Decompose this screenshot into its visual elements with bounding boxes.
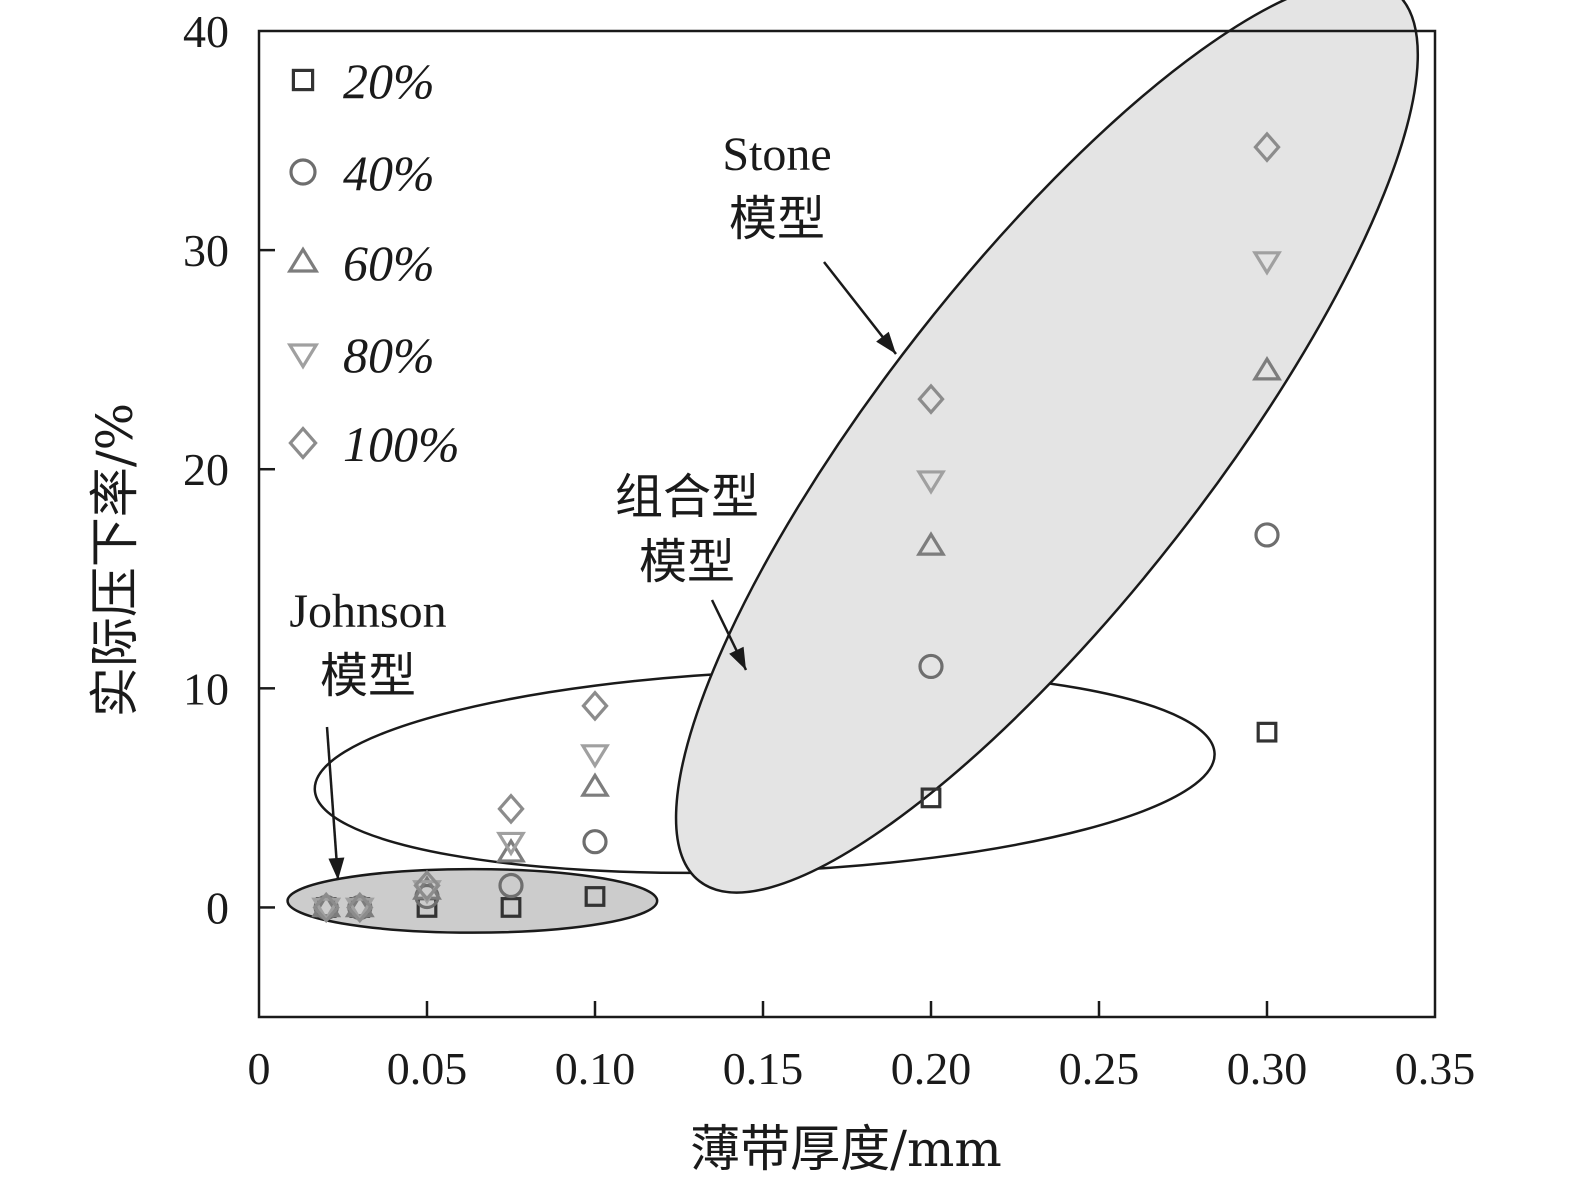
data-point bbox=[312, 891, 340, 924]
annotation-label-stone: Stone 模型 bbox=[722, 128, 897, 355]
data-point bbox=[916, 531, 946, 556]
data-point bbox=[582, 829, 608, 855]
legend-marker bbox=[291, 68, 315, 92]
legend-entry: 80% bbox=[286, 327, 435, 383]
y-tick-label: 20 bbox=[183, 444, 229, 495]
legend-entry: 40% bbox=[289, 145, 435, 201]
legend-label: 40% bbox=[343, 145, 435, 201]
data-point bbox=[581, 690, 609, 722]
data-point bbox=[1254, 522, 1280, 548]
legend-marker bbox=[289, 158, 317, 186]
legend-label: 60% bbox=[343, 235, 435, 291]
plot-area-frame bbox=[257, 29, 1437, 1019]
ellipse-stone bbox=[674, 0, 1420, 894]
annotation-text: Johnson bbox=[289, 585, 446, 638]
data-point bbox=[500, 897, 522, 918]
data-point bbox=[346, 891, 374, 924]
data-point bbox=[580, 744, 610, 769]
annotation-label-johnson: Johnson 模型 bbox=[289, 585, 447, 881]
annotation-johnson bbox=[286, 867, 659, 934]
annotation-text: 组合型 bbox=[615, 471, 759, 524]
data-point bbox=[311, 897, 342, 923]
series-100% bbox=[312, 131, 1281, 924]
data-point bbox=[584, 886, 606, 907]
annotation-arrow-head bbox=[328, 857, 345, 880]
legend: 20% 40% 60% 80% 100% bbox=[286, 53, 460, 472]
data-point bbox=[311, 892, 342, 918]
x-tick-label: 0.30 bbox=[1227, 1043, 1308, 1094]
annotation-text: 模型 bbox=[729, 193, 825, 246]
data-point bbox=[496, 838, 526, 863]
data-point bbox=[344, 897, 375, 923]
data-point bbox=[580, 772, 610, 797]
data-point bbox=[497, 793, 525, 825]
data-point bbox=[918, 653, 944, 680]
series-80% bbox=[311, 251, 1282, 923]
legend-entry: 20% bbox=[291, 53, 435, 109]
data-point bbox=[344, 892, 375, 918]
annotation-arrow-head bbox=[876, 331, 896, 354]
x-tick-label: 0.05 bbox=[387, 1043, 468, 1094]
legend-label: 20% bbox=[343, 53, 435, 109]
legend-label: 100% bbox=[343, 416, 460, 472]
annotation-text: 模型 bbox=[639, 536, 735, 589]
data-point bbox=[920, 787, 942, 809]
y-axis-title: 实际压下率/% bbox=[86, 403, 144, 717]
legend-entry: 60% bbox=[286, 235, 435, 291]
y-tick-label: 10 bbox=[183, 663, 229, 714]
tick-layer: 0 0.05 0.10 0.15 0.20 0.25 0.30 0.35 0 10 20 30 40 bbox=[183, 6, 1475, 1094]
data-point bbox=[1256, 721, 1278, 743]
x-tick-label: 0.35 bbox=[1395, 1043, 1476, 1094]
x-tick-label: 0.15 bbox=[723, 1043, 804, 1094]
data-point bbox=[1252, 251, 1282, 276]
x-tick-label: 0.20 bbox=[891, 1043, 972, 1094]
y-tick-label: 0 bbox=[206, 882, 229, 933]
annotation-layer bbox=[286, 0, 1420, 934]
ellipse-johnson bbox=[286, 867, 659, 934]
annotation-arrow-head bbox=[729, 646, 746, 670]
annotation-text: 模型 bbox=[320, 650, 416, 703]
legend-marker bbox=[286, 343, 320, 370]
annotation-stone bbox=[674, 0, 1420, 894]
x-tick-label: 0.25 bbox=[1059, 1043, 1140, 1094]
data-point bbox=[1252, 356, 1282, 381]
legend-marker bbox=[286, 246, 320, 273]
x-tick-label: 0 bbox=[248, 1043, 271, 1094]
legend-entry: 100% bbox=[288, 416, 460, 472]
legend-marker bbox=[288, 426, 318, 460]
x-tick-label: 0.10 bbox=[555, 1043, 636, 1094]
annotation-arrow-line bbox=[325, 726, 340, 881]
data-point bbox=[413, 869, 441, 902]
data-point bbox=[498, 872, 524, 899]
data-point bbox=[1253, 131, 1281, 163]
y-tick-label: 30 bbox=[183, 225, 229, 276]
data-point bbox=[496, 831, 526, 857]
x-axis-title: 薄带厚度/mm bbox=[690, 1120, 1002, 1178]
annotation-text: Stone bbox=[722, 128, 831, 181]
legend-label: 80% bbox=[343, 327, 435, 383]
data-point bbox=[916, 470, 946, 495]
data-point bbox=[917, 383, 945, 415]
y-tick-label: 40 bbox=[183, 6, 229, 57]
